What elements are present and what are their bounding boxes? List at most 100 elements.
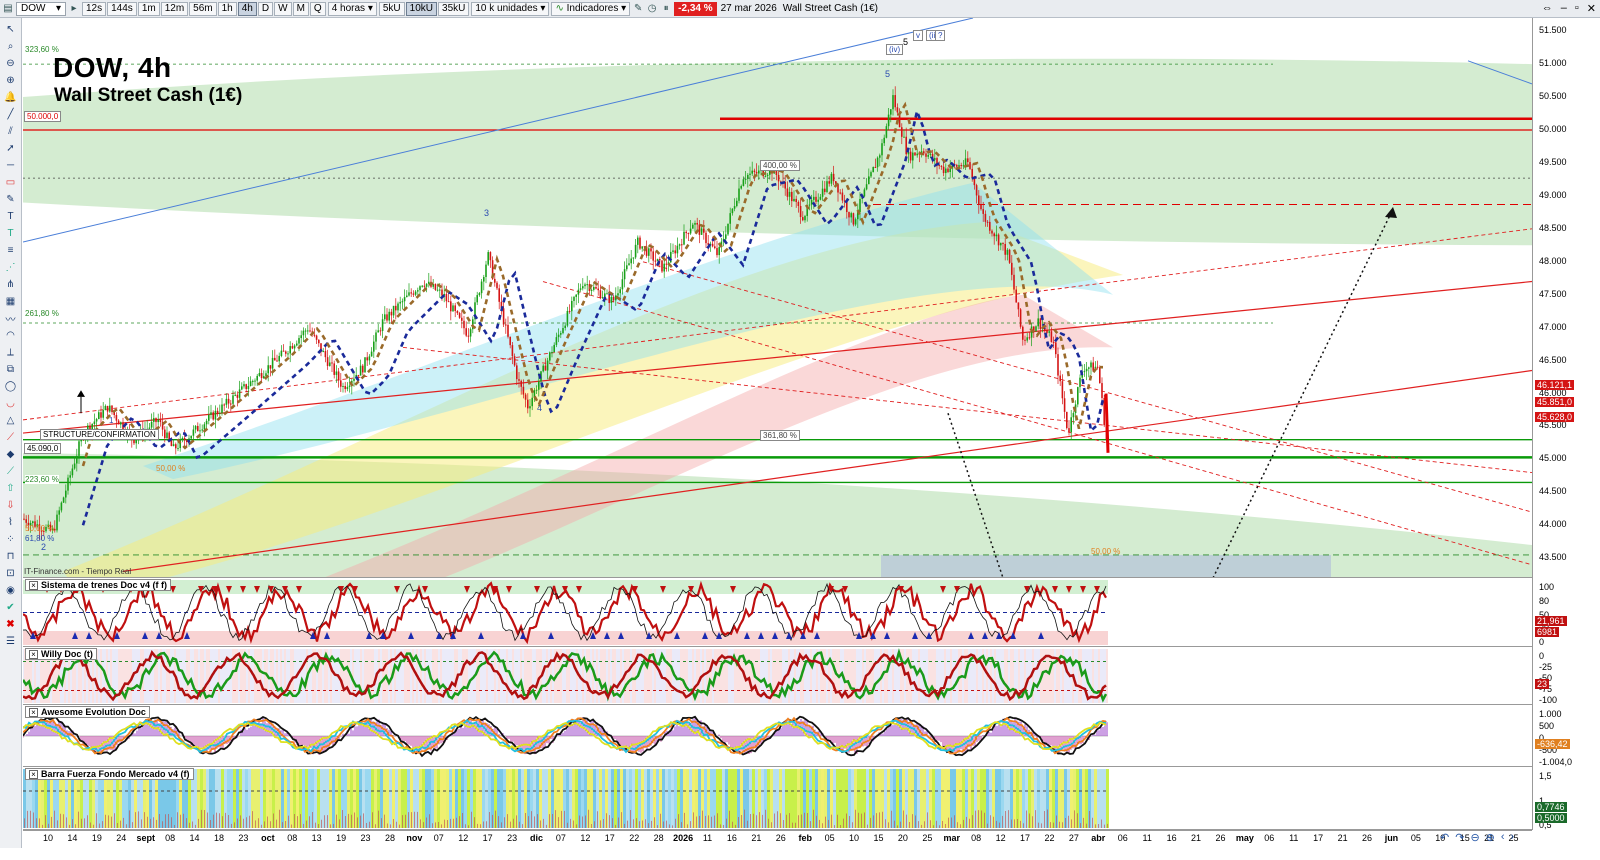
timeframe-w[interactable]: W [274,1,292,16]
arrow-draw-icon[interactable]: ➚ [6,142,15,154]
timeframe-56m[interactable]: 56m [189,1,217,16]
indicators-button[interactable]: ∿ Indicadores ▾ [551,1,631,16]
lock-icon[interactable]: ⊡ [6,567,15,579]
cursor-icon[interactable]: ↖ [6,23,15,35]
indicator-panel-barra[interactable]: × Barra Fuerza Fondo Mercado v4 (f) [23,767,1532,830]
zoom-in-icon[interactable]: ⊕ [6,74,15,86]
restore-icon[interactable]: ▫ [1574,2,1579,14]
indicator-panel-awesome[interactable]: × Awesome Evolution Doc [23,705,1532,767]
pencil-icon[interactable]: ✎ [6,193,15,205]
triangle-icon[interactable]: △ [6,414,15,426]
arc-icon[interactable]: ◡ [6,397,15,409]
indicator-title[interactable]: × Awesome Evolution Doc [25,706,150,718]
drawing-icon[interactable]: ✎ [633,3,643,14]
force-bar [983,769,986,828]
price-chart[interactable]: DOW, 4h Wall Street Cash (1€) 323,60 % 5… [23,18,1532,578]
chart-type-icon[interactable]: ▤ [3,3,13,14]
delete-icon[interactable]: ✖ [6,618,15,630]
candle-body [670,251,672,263]
redo-icon[interactable]: ↷ [1455,832,1465,844]
magnet-icon[interactable]: ⊓ [6,550,15,562]
timeframe-12s[interactable]: 12s [82,1,107,16]
fibonacci-icon[interactable]: ≡ [7,244,14,256]
gann-icon[interactable]: ▦ [5,295,16,307]
indicator-title[interactable]: × Willy Doc (t) [25,648,97,660]
close-icon[interactable]: × [29,580,38,590]
zoom-reduce-icon[interactable]: ⊖ [1470,832,1480,844]
candle-body [1063,398,1066,412]
force-bar [257,769,260,828]
indicator-title[interactable]: × Sistema de trenes Doc v4 (f f) [25,579,172,591]
candle-body [648,248,650,256]
text-icon[interactable]: T [7,210,14,222]
line-icon[interactable]: ╱ [7,108,14,120]
indicator-axis-barra[interactable]: 1,5 1 0,5 0,7746 0,5000 [1532,767,1600,830]
symbol-select[interactable]: DOW ▾ [16,1,66,16]
timeframe-144s[interactable]: 144s [107,1,137,16]
scroll-left-icon[interactable]: ‹ [1500,831,1505,843]
indicator-panel-willy[interactable]: × Willy Doc (t) [23,647,1532,705]
timeframe-q[interactable]: Q [309,1,326,16]
arrow-up-icon[interactable]: ⇧ [6,482,15,494]
pause-icon[interactable]: ⏸ [663,3,669,14]
fib-label-400: 400,00 % [760,160,800,171]
price-axis[interactable]: 51.500 51.000 50.500 50.000 49.500 49.000 48.5… [1532,18,1600,578]
indicator-title[interactable]: × Barra Fuerza Fondo Mercado v4 (f) [25,768,194,780]
close-icon[interactable]: × [29,707,38,717]
pitchfork-icon[interactable]: ⋔ [6,278,15,290]
unit-10ku[interactable]: 10kU [405,1,438,16]
panel-icon[interactable]: ⇔ [1541,2,1553,14]
units-select[interactable]: 10 k unidades ▾ [471,1,550,16]
eye-icon[interactable]: ◉ [6,584,15,596]
timeframe-4h[interactable]: 4h [237,1,257,16]
force-bar [773,769,776,828]
price-tick-label: 45.000 [1539,453,1567,464]
period-select[interactable]: 4 horas ▾ [327,1,377,16]
force-bar [710,769,713,828]
unit-35ku[interactable]: 35kU [438,1,470,16]
scroll-right-icon[interactable]: › [1510,831,1515,843]
close-icon[interactable]: × [29,649,38,659]
elliott-icon[interactable]: ⌇ [8,516,13,528]
minimize-icon[interactable]: – [1560,2,1567,14]
clock-icon[interactable]: ◷ [647,3,657,14]
undo-icon[interactable]: ↶ [1440,832,1450,844]
dots-icon[interactable]: ⁘ [6,533,15,545]
arrow-icon[interactable]: ▸ [71,3,77,14]
ruler-icon[interactable]: ⟂ [7,346,14,358]
timeframe-1h[interactable]: 1h [217,1,237,16]
arrow-down-icon[interactable]: ⇩ [6,499,15,511]
measure-icon[interactable]: ⧉ [6,363,15,375]
hline-icon[interactable]: ─ [6,159,15,171]
unit-5ku[interactable]: 5kU [378,1,405,16]
zoom-out-icon[interactable]: ⊖ [6,57,15,69]
indicator-axis-willy[interactable]: 0-25-50-75-100 23 [1532,647,1600,705]
rectangle-icon[interactable]: ▭ [5,176,16,188]
alert-icon[interactable]: 🔔 [4,91,17,103]
wave-icon[interactable]: 〰 [5,314,16,326]
fib-fan-icon[interactable]: ⋰ [5,261,16,273]
cycle-icon[interactable]: ◠ [6,329,15,341]
regression-icon[interactable]: ⟋ [7,465,14,477]
zoom-icon[interactable]: ⌕ [7,40,14,52]
timeframe-1m[interactable]: 1m [137,1,160,16]
channel-icon[interactable]: ⫽ [8,125,13,137]
check-icon[interactable]: ✔ [6,601,15,613]
price-tick-label: 44.500 [1539,486,1567,497]
indicator-panel-trains[interactable]: × Sistema de trenes Doc v4 (f f) [23,578,1532,647]
polyline-icon[interactable]: ⟋ [7,431,14,443]
timeframe-d[interactable]: D [257,1,274,16]
text-alt-icon[interactable]: T [7,227,14,239]
time-tick-month: jun [1384,833,1399,843]
zoom-enlarge-icon[interactable]: ⊕ [1485,832,1495,844]
timeframe-12m[interactable]: 12m [160,1,189,16]
close-icon[interactable]: ✕ [1586,3,1596,15]
layers-icon[interactable]: ☰ [6,635,15,647]
time-axis[interactable]: 10 14 19 24 sept 08 14 18 23 oct 08 13 19 23 28 nov 07 12… [23,830,1532,848]
ellipse-icon[interactable]: ◯ [4,380,17,392]
timeframe-m[interactable]: M [292,1,309,16]
close-icon[interactable]: × [29,769,38,779]
marker-icon[interactable]: ◆ [6,448,15,460]
indicator-axis-awesome[interactable]: 1.000 500 0 -500 -1.004,0 -636,42 [1532,705,1600,767]
